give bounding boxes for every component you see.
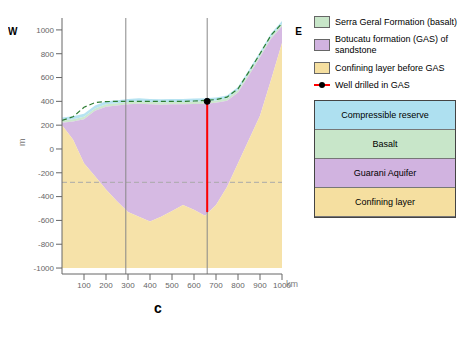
html-text:Serra Geral Formation (basalt): Serra Geral Formation (basalt): [335, 16, 457, 27]
svg-text:km: km: [286, 279, 298, 289]
svg-text:600: 600: [41, 73, 55, 82]
svg-text:-400: -400: [38, 192, 55, 201]
svg-text:600: 600: [187, 281, 201, 290]
svg-text:-200: -200: [38, 169, 55, 178]
html-text:c: c: [154, 300, 162, 316]
html-text:Confining layer: Confining layer: [355, 197, 415, 207]
html-text:Basalt: Basalt: [372, 139, 398, 149]
svg-text:-800: -800: [38, 240, 55, 249]
svg-text:0: 0: [50, 145, 55, 154]
html-text:Compressible reserve: Compressible reserve: [341, 110, 429, 120]
svg-text:800: 800: [41, 50, 55, 59]
svg-text:300: 300: [121, 281, 135, 290]
svg-text:m: m: [17, 139, 27, 147]
svg-text:-600: -600: [38, 216, 55, 225]
svg-text:800: 800: [231, 281, 245, 290]
svg-text:1000: 1000: [273, 280, 291, 290]
html-text:Guarani Aquifer: Guarani Aquifer: [353, 168, 417, 178]
svg-text:400: 400: [41, 97, 55, 106]
svg-text:200: 200: [41, 121, 55, 130]
svg-text:200: 200: [99, 281, 113, 290]
svg-text:100: 100: [77, 281, 91, 290]
svg-text:900: 900: [253, 281, 267, 290]
svg-text:-1000: -1000: [34, 264, 55, 273]
svg-text:700: 700: [209, 281, 223, 290]
svg-text:1000: 1000: [36, 26, 54, 35]
html-text:E: E: [295, 26, 302, 37]
html-text:Botucatu formation (GAS) of sa: Botucatu formation (GAS) of sandstone: [335, 34, 449, 55]
svg-text:500: 500: [165, 281, 179, 290]
html-text:Confining layer before GAS: Confining layer before GAS: [335, 62, 445, 73]
html-text:W: W: [8, 26, 18, 37]
html-text:Well drilled in GAS: Well drilled in GAS: [335, 80, 410, 90]
svg-text:400: 400: [143, 281, 157, 290]
